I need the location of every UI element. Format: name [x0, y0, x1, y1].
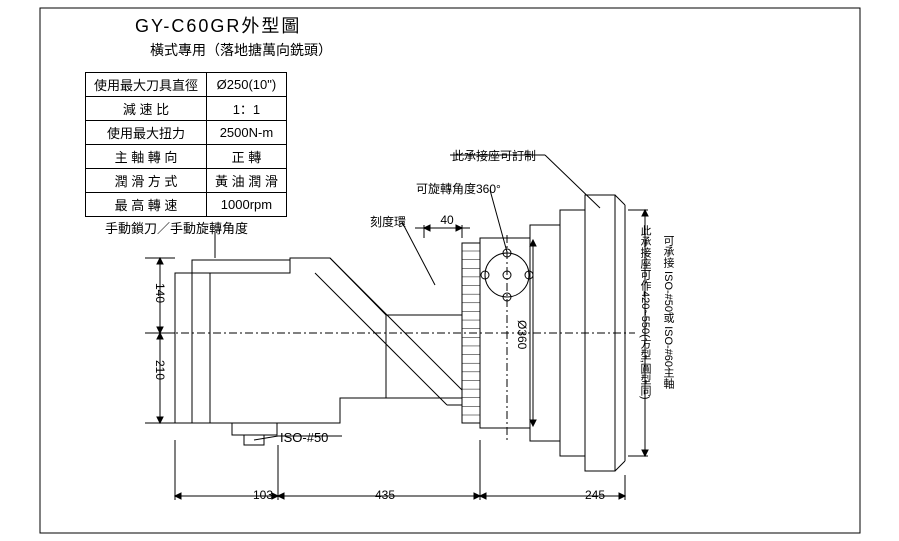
technical-drawing — [0, 0, 899, 541]
